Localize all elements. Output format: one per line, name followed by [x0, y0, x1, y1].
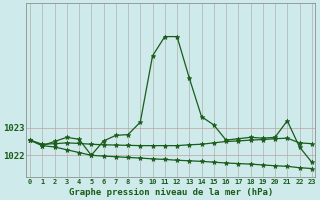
X-axis label: Graphe pression niveau de la mer (hPa): Graphe pression niveau de la mer (hPa)	[69, 188, 273, 197]
